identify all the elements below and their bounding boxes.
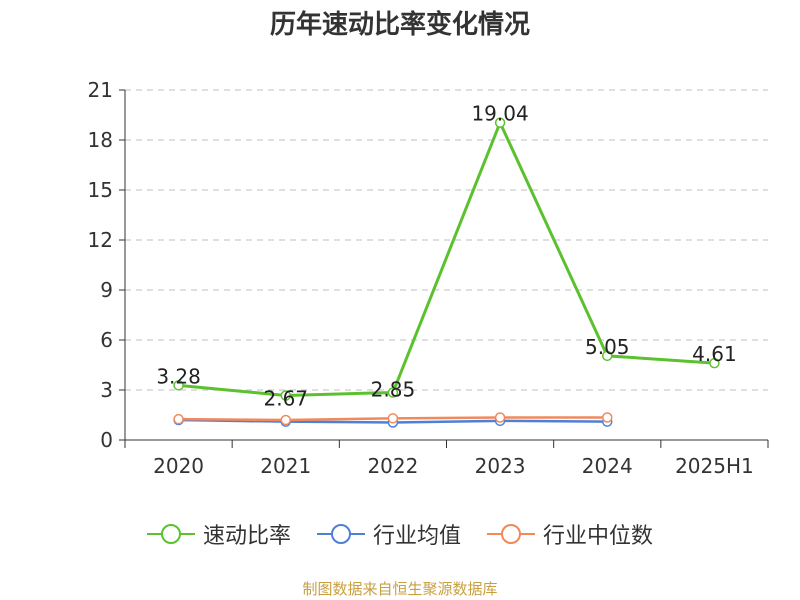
data-source-note: 制图数据来自恒生聚源数据库 bbox=[302, 580, 498, 598]
x-tick-label-2020: 2020 bbox=[153, 454, 204, 478]
y-tick-label-12: 12 bbox=[88, 228, 113, 252]
data-label-2023: 19.04 bbox=[471, 102, 528, 126]
point-2-4 bbox=[602, 412, 613, 423]
chart-title: 历年速动比率变化情况 bbox=[269, 10, 530, 40]
y-tick-label-3: 3 bbox=[100, 378, 113, 402]
legend-marker-quick-ratio bbox=[146, 524, 195, 544]
point-2-2 bbox=[387, 413, 399, 424]
point-0-1 bbox=[280, 390, 291, 401]
data-label-2024: 5.05 bbox=[585, 335, 630, 359]
data-label-2021: 2.67 bbox=[263, 387, 308, 411]
y-tick-label-18: 18 bbox=[88, 128, 113, 152]
data-labels: 3.28 2.67 2.85 19.04 5.05 4.61 bbox=[156, 102, 736, 411]
x-tick-label-2025H1: 2025H1 bbox=[675, 454, 754, 478]
legend-marker-industry-median bbox=[487, 524, 535, 544]
y-tick-label-6: 6 bbox=[100, 328, 113, 352]
point-0-3 bbox=[494, 117, 506, 128]
legend-item-quick-ratio[interactable]: 速动比率 bbox=[146, 518, 291, 550]
series-lines bbox=[173, 117, 720, 428]
y-tick-label-0: 0 bbox=[100, 428, 113, 452]
point-0-0 bbox=[173, 380, 184, 391]
legend-label-quick-ratio: 速动比率 bbox=[202, 524, 291, 549]
point-0-2 bbox=[387, 387, 399, 398]
legend-item-industry-mean[interactable]: 行业均值 bbox=[316, 518, 461, 550]
point-2-3 bbox=[494, 412, 506, 423]
point-2-0 bbox=[173, 413, 184, 425]
point-2-1 bbox=[280, 414, 291, 426]
legend-item-industry-median[interactable]: 行业中位数 bbox=[487, 518, 653, 550]
x-tick-label-2022: 2022 bbox=[367, 454, 418, 478]
series-line-0 bbox=[178, 121, 715, 397]
grid-lines bbox=[125, 89, 768, 391]
point-0-5 bbox=[709, 357, 720, 369]
y-tick-label-15: 15 bbox=[88, 178, 113, 202]
data-label-2022: 2.85 bbox=[371, 378, 416, 402]
axes: 0 3 6 9 12 15 18 21 2020 2021 2022 2023 2024 2025H1 bbox=[88, 78, 769, 478]
legend-label-industry-median: 行业中位数 bbox=[543, 524, 654, 549]
legend: 速动比率 行业均值 行业中位数 bbox=[0, 518, 800, 550]
y-tick-label-9: 9 bbox=[100, 278, 113, 302]
point-0-4 bbox=[602, 350, 613, 362]
x-tick-label-2023: 2023 bbox=[475, 454, 526, 478]
x-tick-label-2024: 2024 bbox=[582, 454, 633, 478]
legend-label-industry-mean: 行业均值 bbox=[372, 524, 461, 549]
data-label-2025H1: 4.61 bbox=[692, 342, 737, 366]
data-label-2020: 3.28 bbox=[156, 364, 201, 388]
x-tick-label-2021: 2021 bbox=[260, 454, 311, 478]
legend-marker-industry-mean bbox=[316, 524, 365, 544]
y-tick-label-21: 21 bbox=[88, 78, 113, 102]
